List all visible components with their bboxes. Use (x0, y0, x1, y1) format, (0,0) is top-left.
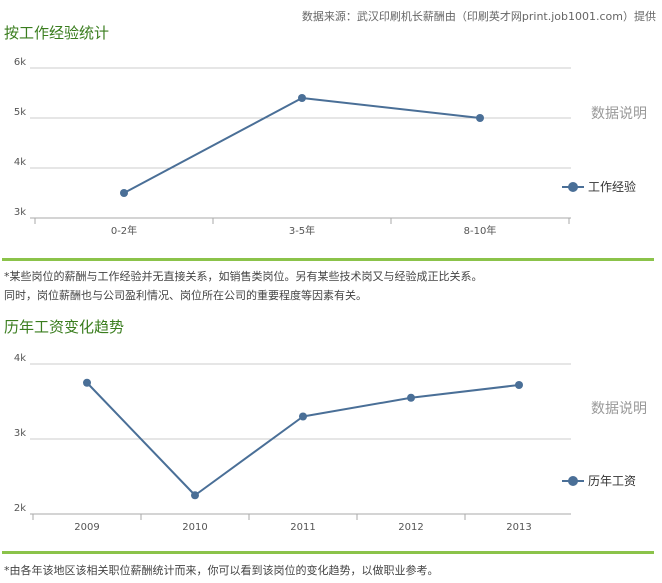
y-tick-label: 6k (14, 57, 26, 68)
note-experience-1: *某些岗位的薪酬与工作经验并无直接关系，如销售类岗位。另有某些技术岗又与经验成正… (4, 270, 483, 283)
y-tick-label: 3k (14, 428, 26, 439)
y-tick-label: 3k (14, 207, 26, 218)
data-description-link-1[interactable]: 数据说明 (591, 106, 647, 122)
section-title-experience: 按工作经验统计 (4, 24, 110, 42)
note-experience-2: 同时，岗位薪酬也与公司盈利情况、岗位所在公司的重要程度等因素有关。 (4, 289, 367, 302)
y-tick-label: 5k (14, 107, 26, 118)
x-tick-label: 3-5年 (289, 224, 315, 237)
data-description-link-2[interactable]: 数据说明 (591, 401, 647, 417)
legend-yearly-salary[interactable]: 历年工资 (562, 472, 636, 489)
legend-marker-icon (562, 475, 584, 487)
y-tick-label: 2k (14, 503, 26, 514)
data-point (120, 189, 128, 197)
legend-marker-icon (562, 181, 584, 193)
x-tick-label: 2010 (182, 522, 207, 533)
data-point (83, 378, 91, 387)
series-line (123, 97, 481, 194)
section-divider-1 (2, 258, 654, 261)
data-point (298, 94, 306, 102)
section-divider-2 (2, 551, 654, 554)
x-tick-label: 8-10年 (464, 224, 497, 237)
y-tick-label: 4k (14, 353, 26, 364)
y-tick-label: 4k (14, 157, 26, 168)
legend-experience[interactable]: 工作经验 (562, 178, 636, 195)
data-point (515, 381, 523, 389)
data-point (407, 393, 415, 402)
x-tick-label: 0-2年 (111, 224, 137, 237)
x-tick-label: 2012 (398, 522, 423, 533)
experience-chart: 3k 4k 5k 6k 0-2年 3-5年 8-10年 (14, 57, 571, 237)
data-point (299, 412, 307, 421)
note-trend-1: *由各年该地区该相关职位薪酬统计而来，你可以看到该岗位的变化趋势，以做职业参考。 (4, 564, 439, 577)
legend-label-experience: 工作经验 (588, 180, 637, 194)
data-point (191, 491, 199, 500)
legend-label-yearly-salary: 历年工资 (588, 474, 637, 488)
x-tick-label: 2009 (74, 522, 99, 533)
data-point (476, 114, 484, 122)
source-text: 数据来源：武汉印刷机长薪酬由（印刷英才网print.job1001.com）提供 (301, 10, 656, 23)
section-title-trend: 历年工资变化趋势 (4, 318, 125, 336)
x-tick-label: 2011 (290, 522, 315, 533)
yearly-trend-chart: 2k 3k 4k 2009 2010 2011 2012 2013 (14, 353, 571, 533)
x-tick-label: 2013 (506, 522, 531, 533)
